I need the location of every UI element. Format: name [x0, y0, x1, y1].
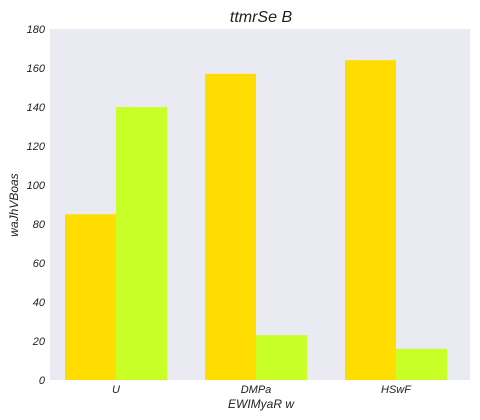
- x-axis-label: EWIMyaR w: [228, 397, 295, 411]
- bar-u-series-2: [116, 107, 167, 380]
- y-ticks-group: 0 20 40 60 80 100 120 140 160 180: [27, 24, 46, 387]
- x-tick-label: DMPa: [241, 384, 272, 396]
- y-tick-label: 20: [32, 336, 46, 348]
- y-tick-label: 0: [39, 375, 46, 387]
- bar-u-series-1: [65, 214, 116, 380]
- x-tick-label: HSwF: [381, 384, 412, 396]
- bar-dmpa-series-1: [205, 73, 256, 380]
- y-tick-label: 120: [27, 141, 46, 153]
- y-tick-label: 80: [33, 219, 46, 231]
- x-ticks-group: U DMPa HSwF: [112, 384, 412, 396]
- bar-hswf-series-1: [345, 60, 396, 380]
- chart-title: ttmrSe B: [230, 9, 293, 26]
- bar-dmpa-series-2: [256, 335, 307, 380]
- y-axis-label: waJhVBoas: [7, 173, 21, 236]
- bar-hswf-series-2: [396, 348, 447, 380]
- y-tick-label: 140: [27, 102, 46, 114]
- y-tick-label: 160: [27, 63, 46, 75]
- y-tick-label: 180: [27, 24, 46, 36]
- bars-group: [65, 60, 447, 380]
- y-tick-label: 60: [33, 258, 46, 270]
- x-tick-label: U: [112, 384, 120, 396]
- y-tick-label: 40: [33, 297, 46, 309]
- y-tick-label: 100: [27, 180, 46, 192]
